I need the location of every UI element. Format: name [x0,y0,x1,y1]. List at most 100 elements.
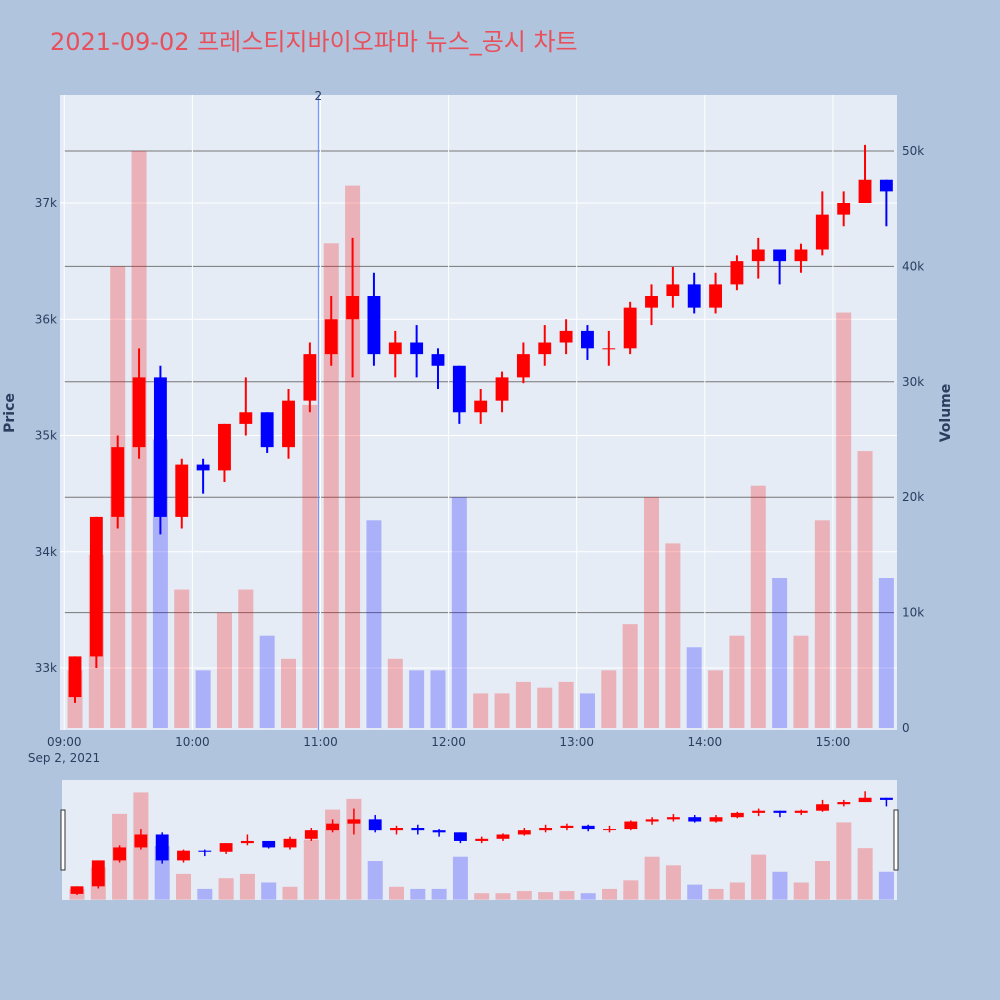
volume-bar [601,670,617,729]
mini-volume-bar [878,871,894,900]
y-axis-title: Price [2,393,18,433]
volume-bar [643,497,660,729]
mini-volume-bar [836,822,852,900]
candle-body [858,179,872,204]
volume-bar [238,589,254,729]
mini-volume-bar [644,856,660,900]
candle-body [794,249,808,262]
candle-body [879,179,893,192]
slider-handle-right[interactable] [893,809,899,871]
mini-volume-bar [431,888,447,900]
candle-body [474,400,488,413]
mini-candle-body [517,830,531,835]
candle-body [410,342,424,355]
volume-bar [515,681,531,729]
candle-body [602,348,616,350]
annotation-text: 2 [315,89,323,103]
candle-body [751,249,765,262]
candle-body [709,284,723,308]
mini-candle-body [453,832,467,841]
mini-candle-body [560,825,574,828]
x-tick-label: 15:00 [816,735,851,749]
y2-tick-label: 20k [902,490,924,504]
mini-volume-bar [602,888,618,900]
mini-candle-body [198,850,212,852]
mini-volume-bar [197,888,213,900]
volume-bar [622,624,638,729]
candle-body [452,365,466,413]
mini-candle-body [91,860,105,887]
mini-candle-body [113,847,127,861]
mini-candle-body [539,827,553,831]
mini-volume-bar [282,886,298,900]
volume-bar [708,670,724,729]
mini-candle-body [624,821,638,830]
volume-bar [836,312,852,729]
mini-candle-body [368,819,382,831]
candle-body [239,412,253,424]
volume-bar [281,658,297,729]
candle-body [815,214,829,250]
mini-candle-body [879,797,893,800]
mini-candle-body [347,819,361,824]
y2-tick-label: 40k [902,259,924,273]
mini-candle-body [752,810,766,813]
candle-body [68,656,82,698]
mini-candle-body [837,802,851,805]
mini-candle-body [70,886,84,894]
candle-body [324,319,338,355]
volume-bar [793,635,809,729]
slider-handle-left[interactable] [60,809,66,871]
mini-volume-bar [261,882,277,900]
mini-volume-bar [708,888,724,900]
y-tick-label: 36k [35,312,57,326]
candle-body [346,296,360,320]
candle-body [196,464,210,471]
mini-candle-body [475,838,489,841]
candle-body [773,249,787,262]
volume-bar [558,681,574,729]
mini-candle-body [709,817,723,822]
candle-body [581,330,594,349]
candle-body [132,377,146,448]
mini-volume-bar [857,848,873,900]
mini-candle-body [496,834,510,839]
mini-candle-body [730,812,744,818]
candle-body [666,284,680,297]
mini-candle-body [134,834,148,848]
volume-bar [366,520,382,729]
y2-tick-label: 50k [902,144,924,158]
mini-candle-body [390,827,403,831]
candle-body [687,284,701,308]
y-tick-label: 37k [35,196,57,210]
volume-bar [686,647,702,729]
volume-bar [409,670,425,729]
candle-body [559,330,573,343]
candle-body [367,296,381,355]
mini-candle-body [645,819,659,822]
mini-candle-body [177,850,190,861]
x-tick-label: 10:00 [175,735,210,749]
volume-bar [537,687,553,729]
volume-bar [473,693,489,729]
candle-body [282,400,295,448]
mini-candle-body [411,827,425,831]
mini-candle-body [581,825,595,830]
mini-candle-body [858,797,872,803]
y2-tick-label: 10k [902,606,924,620]
mini-volume-bar [559,891,575,900]
volume-bar [814,520,830,729]
mini-volume-bar [815,861,831,900]
volume-bar [729,635,745,729]
x-tick-label: 09:00 [47,735,82,749]
candle-body [495,377,509,401]
mini-candle-body [794,810,808,813]
mini-volume-bar [538,892,554,900]
mini-volume-bar [516,891,532,900]
mini-volume-bar [410,888,426,900]
candle-body [218,423,231,471]
candle-body [111,447,125,517]
mini-volume-bar [346,798,362,900]
y2-axis-title: Volume [938,384,954,443]
